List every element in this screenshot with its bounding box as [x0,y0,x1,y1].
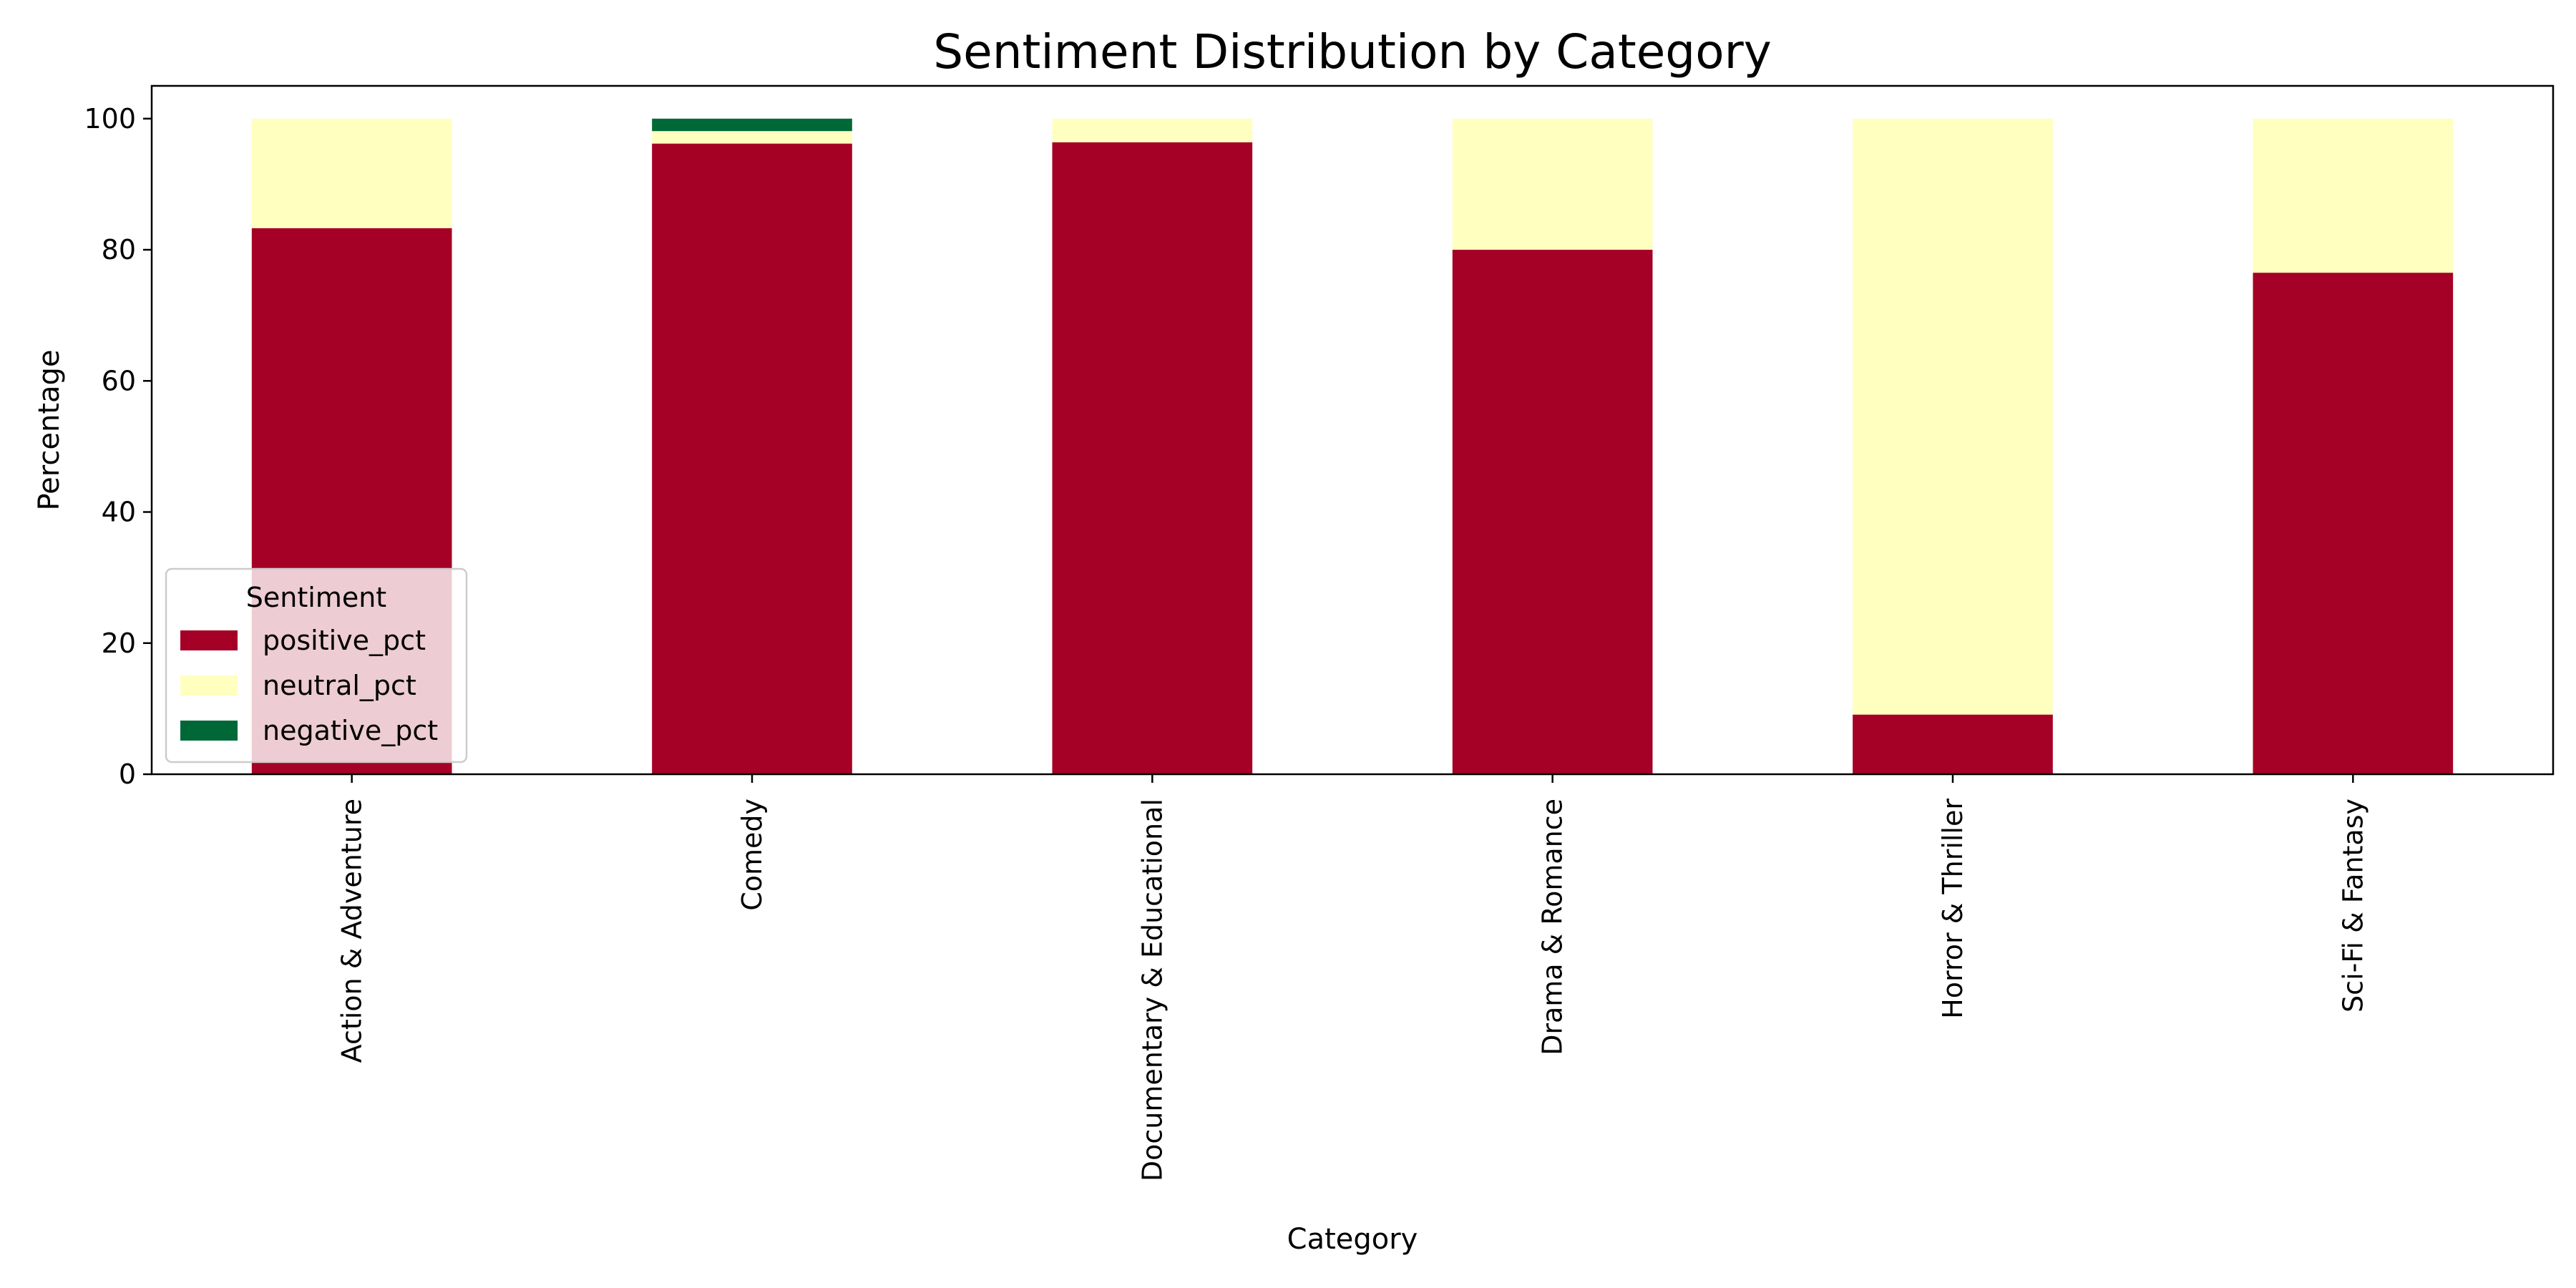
legend-label-neutral-pct: neutral_pct [263,670,416,701]
legend-swatch-neutral-pct [180,675,238,696]
x-tick-label-drama-and-romance: Drama & Romance [1537,799,1568,1055]
chart-title: Sentiment Distribution by Category [933,24,1772,79]
plot-frame [150,84,2555,776]
y-tick-label: 60 [102,365,136,396]
x-tick-label-action-and-adventure: Action & Adventure [336,799,368,1063]
y-tick-label: 0 [119,758,136,790]
x-tick-label-horror-and-thriller: Horror & Thriller [1937,799,1968,1019]
bar-documentary-and-educational-positive-pct [1052,142,1253,775]
x-tick-label-documentary-and-educational: Documentary & Educational [1136,799,1168,1181]
legend-swatch-positive-pct [180,630,238,650]
legend-box [165,567,468,763]
x-axis-label: Category [1287,1223,1418,1256]
legend: Sentiment positive_pct neutral_pct negative… [165,567,468,763]
legend-label-negative-pct: negative_pct [263,715,438,746]
y-tick-label: 80 [102,234,136,265]
bar-drama-and-romance-positive-pct [1452,250,1653,774]
bar-comedy-positive-pct [652,143,852,774]
y-tick-label: 40 [102,497,136,528]
bar-horror-and-thriller-neutral-pct [1853,118,2053,715]
bar-action-and-adventure-neutral-pct [251,118,452,228]
x-tick-label-comedy: Comedy [736,799,768,911]
y-tick-label: 20 [102,628,136,659]
bar-comedy-neutral-pct [652,131,852,144]
bar-drama-and-romance-neutral-pct [1452,118,1653,250]
y-tick-label: 100 [84,103,136,135]
bar-sci-fi-and-fantasy-positive-pct [2253,273,2454,774]
bar-sci-fi-and-fantasy-neutral-pct [2253,118,2454,273]
legend-label-positive-pct: positive_pct [263,625,426,656]
legend-title: Sentiment [246,582,386,613]
x-tick-label-sci-fi-and-fantasy: Sci-Fi & Fantasy [2337,799,2368,1013]
bar-horror-and-thriller-positive-pct [1853,714,2053,774]
y-axis-label: Percentage [33,349,66,510]
legend-swatch-negative-pct [180,721,238,741]
axes-layer: 0 20 40 60 80 100 Action & Adventure Comedy Docu… [84,84,2555,1181]
bar-comedy-negative-pct [652,118,852,132]
bars-layer [251,118,2454,775]
bar-documentary-and-educational-neutral-pct [1052,118,1253,142]
